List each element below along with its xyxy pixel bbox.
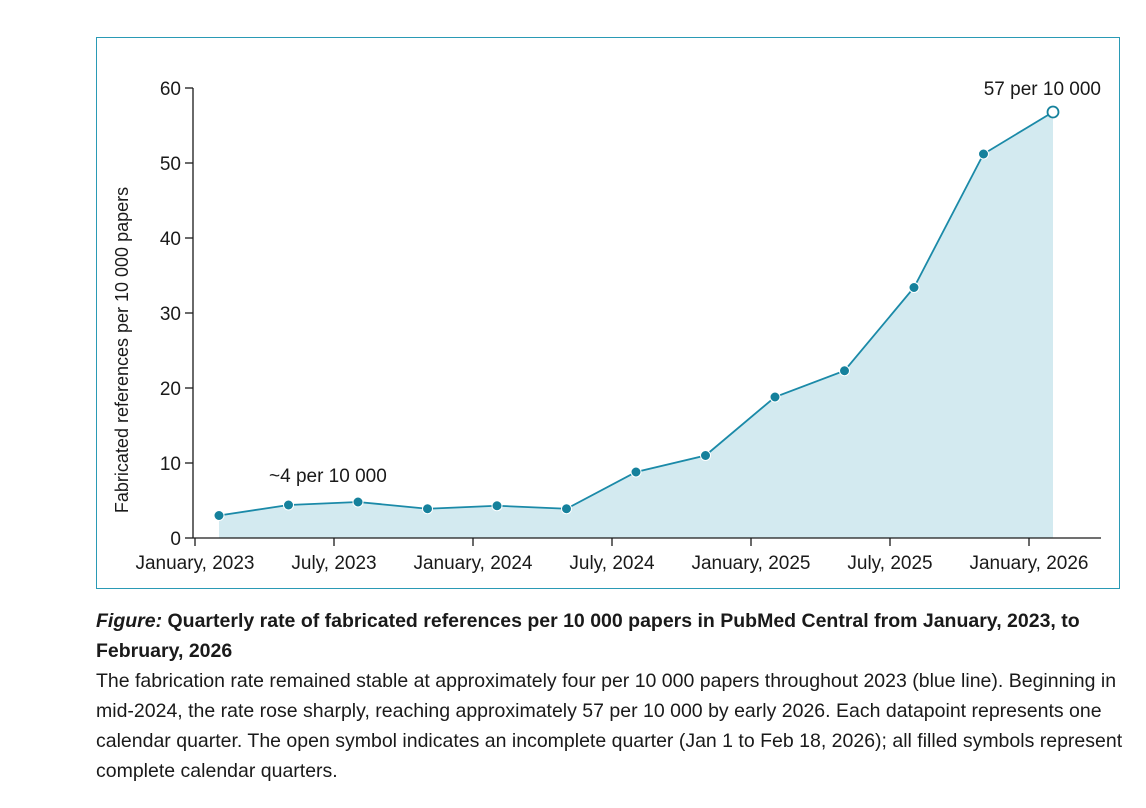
data-point-open	[1046, 105, 1060, 119]
data-point	[352, 496, 364, 508]
x-tick-label: July, 2024	[569, 553, 655, 574]
data-point	[283, 499, 294, 511]
caption-title-text: Quarterly rate of fabricated references …	[96, 610, 1080, 662]
data-point	[908, 282, 920, 293]
x-tick-label: July, 2025	[847, 553, 932, 574]
chart-frame: 0 10 20 30 40 50 60 January, 2023 July, 2023 Jan…	[96, 37, 1120, 589]
figure-caption: Figure: Quarterly rate of fabricated ref…	[96, 606, 1126, 786]
x-tick-label: January, 2025	[691, 553, 810, 574]
annotation-late: 57 per 10 000	[984, 79, 1101, 100]
y-tick-label: 60	[160, 79, 181, 100]
data-point	[978, 148, 989, 160]
y-axis: 0 10 20 30 40 50 60	[160, 79, 194, 550]
data-point	[700, 450, 711, 461]
y-tick-label: 30	[160, 304, 181, 325]
data-point	[491, 500, 503, 512]
data-point	[213, 510, 225, 521]
y-axis-label: Fabricated references per 10 000 papers	[112, 187, 132, 513]
caption-title-lead: Figure:	[96, 610, 163, 632]
y-tick-label: 50	[160, 154, 181, 175]
x-tick-label: January, 2024	[413, 553, 532, 574]
area-fill	[219, 112, 1053, 538]
data-point	[561, 503, 572, 515]
data-point	[422, 503, 433, 515]
data-point	[630, 466, 642, 478]
y-tick-label: 0	[170, 529, 181, 550]
x-tick-label: July, 2023	[291, 553, 376, 574]
x-tick-label: January, 2023	[135, 553, 254, 574]
data-point	[839, 365, 850, 377]
caption-title: Figure: Quarterly rate of fabricated ref…	[96, 606, 1126, 666]
x-axis: January, 2023 July, 2023 January, 2024 July…	[135, 537, 1101, 574]
y-tick-label: 20	[160, 379, 181, 400]
y-tick-label: 10	[160, 454, 181, 475]
annotations: ~4 per 10 000 57 per 10 000	[269, 79, 1101, 487]
x-tick-label: January, 2026	[969, 553, 1088, 574]
caption-body: The fabrication rate remained stable at …	[96, 670, 1123, 782]
annotation-early: ~4 per 10 000	[269, 466, 387, 487]
data-markers	[213, 105, 1060, 521]
data-point	[769, 391, 781, 403]
y-tick-label: 40	[160, 229, 181, 250]
